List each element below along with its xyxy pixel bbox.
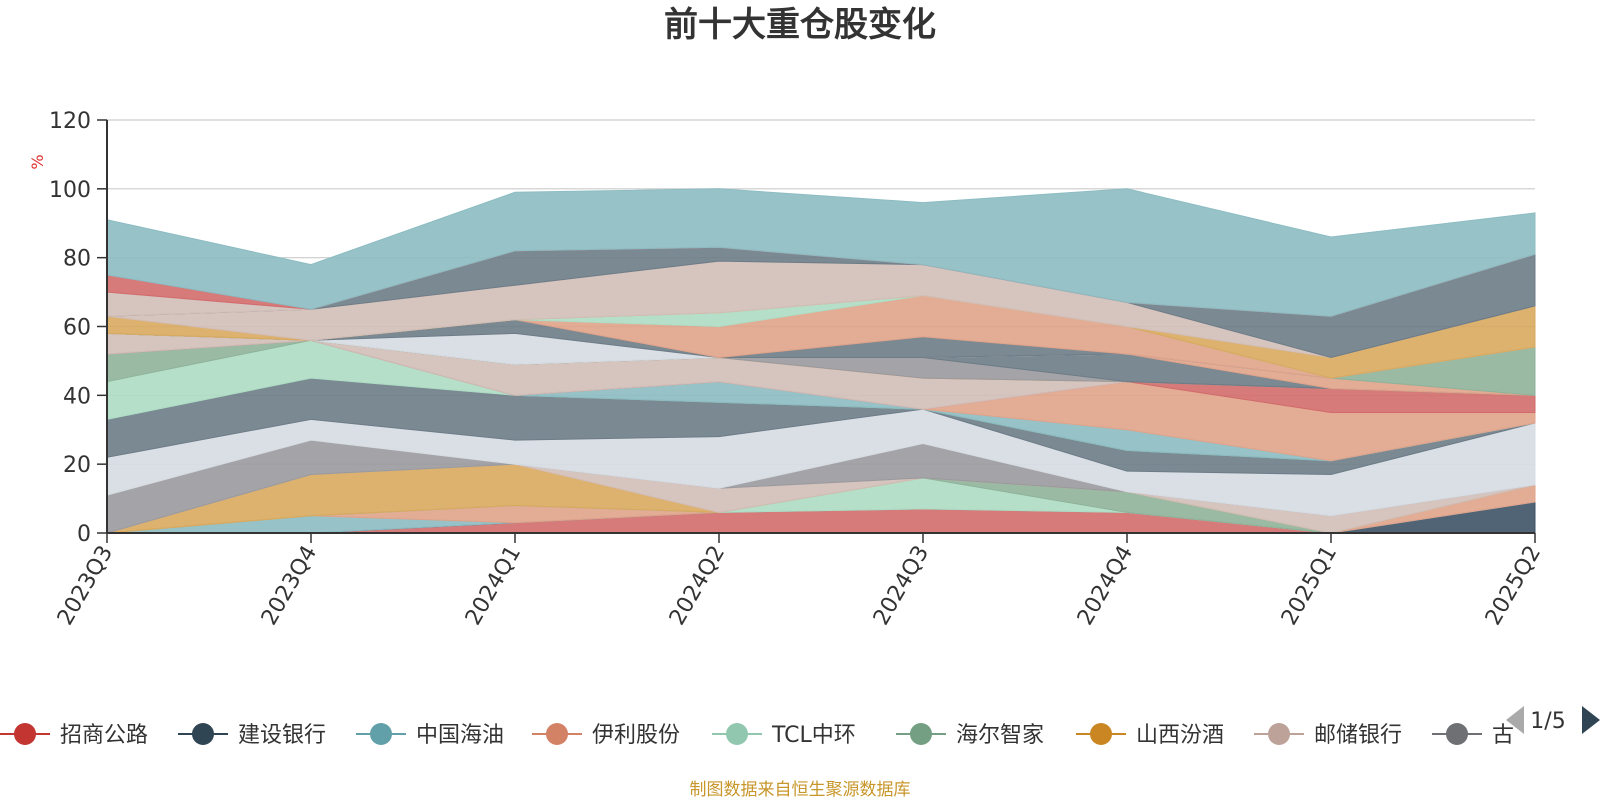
legend-swatch-dot: [192, 723, 214, 745]
legend-item-label: 山西汾酒: [1136, 723, 1224, 748]
legend-swatch-dot: [14, 723, 36, 745]
legend-item-label: 建设银行: [238, 723, 326, 748]
legend-item-label: 邮储银行: [1314, 723, 1402, 748]
legend-swatch-dot: [370, 723, 392, 745]
x-tick-label: 2023Q4: [257, 542, 322, 630]
legend-next-arrow-icon[interactable]: [1582, 706, 1600, 734]
legend-item-label: 伊利股份: [592, 723, 680, 748]
chart-title: 前十大重仓股变化: [664, 5, 936, 45]
x-tick-label: 2025Q2: [1481, 542, 1546, 630]
legend-item-label: 招商公路: [60, 723, 148, 748]
y-tick-label: 20: [63, 453, 91, 478]
legend-swatch-dot: [1090, 723, 1112, 745]
y-tick-label: 100: [49, 178, 91, 203]
legend-item-label: 古: [1492, 723, 1514, 748]
area-series-31: [106, 188, 1536, 317]
legend-swatch-dot: [546, 723, 568, 745]
legend-swatch-dot: [910, 723, 932, 745]
legend-item-label: 海尔智家: [956, 723, 1044, 748]
x-tick-label: 2024Q3: [869, 542, 934, 630]
legend-page-indicator: 1/5: [1530, 709, 1565, 734]
y-tick-label: 0: [77, 522, 91, 547]
legend-item-label: 中国海油: [416, 723, 504, 748]
stacked-areas: [106, 188, 1536, 534]
y-tick-label: 120: [49, 109, 91, 134]
legend: 招商公路 建设银行 中国海油 伊利股份 TCL中环 海尔智家 山西汾酒 邮储银行 古: [0, 723, 1514, 748]
x-tick-label: 2024Q2: [665, 542, 730, 630]
x-tick-label: 2024Q4: [1073, 542, 1138, 630]
x-tick-label: 2023Q3: [53, 542, 118, 630]
legend-item-label: TCL中环: [771, 723, 856, 748]
x-tick-label: 2024Q1: [461, 542, 526, 630]
y-axis-unit: %: [28, 154, 47, 169]
legend-swatch-dot: [1446, 723, 1468, 745]
y-tick-label: 60: [63, 316, 91, 341]
y-tick-label: 80: [63, 247, 91, 272]
source-note: 制图数据来自恒生聚源数据库: [690, 780, 911, 800]
legend-pager: 1/5: [1506, 706, 1600, 734]
legend-swatch-dot: [1268, 723, 1290, 745]
y-tick-label: 40: [63, 384, 91, 409]
legend-prev-arrow-icon[interactable]: [1506, 706, 1524, 734]
legend-swatch-dot: [726, 723, 748, 745]
x-tick-label: 2025Q1: [1277, 542, 1342, 630]
